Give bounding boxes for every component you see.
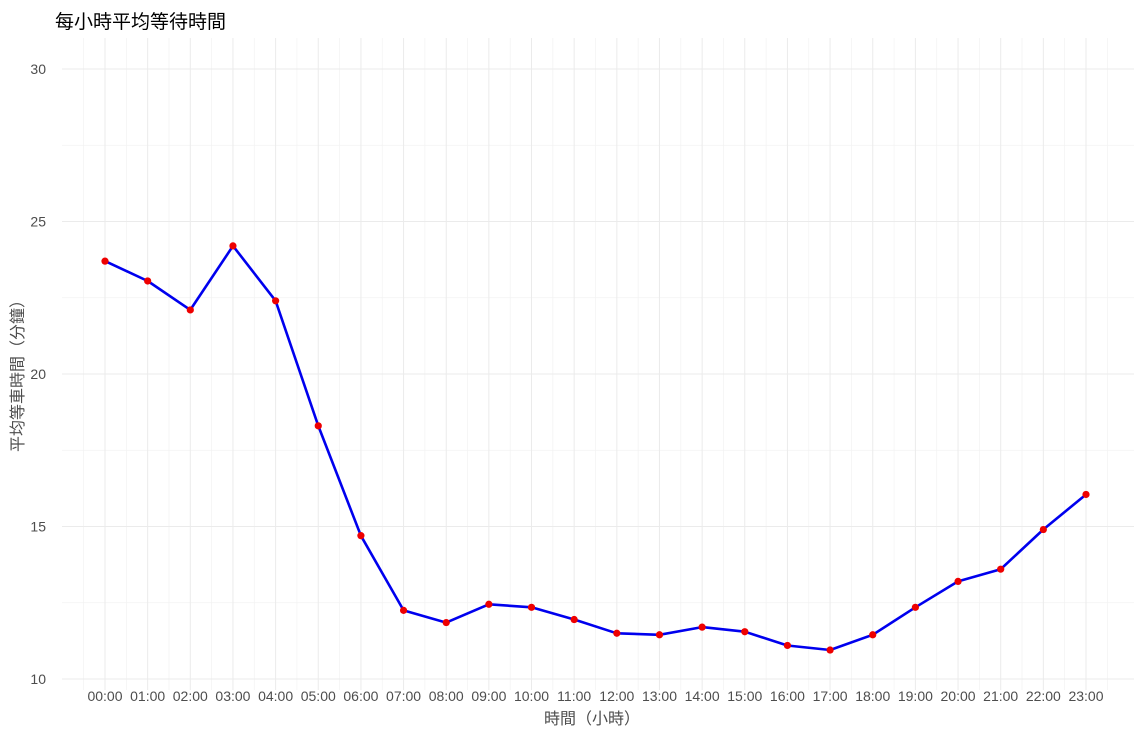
x-tick-label: 14:00	[685, 688, 720, 704]
x-tick-label: 15:00	[727, 688, 762, 704]
x-tick-label: 13:00	[642, 688, 677, 704]
x-tick-label: 03:00	[215, 688, 250, 704]
x-tick-label: 12:00	[599, 688, 634, 704]
data-point	[144, 277, 152, 285]
data-point	[229, 242, 237, 250]
x-tick-label: 04:00	[258, 688, 293, 704]
data-point	[741, 628, 749, 636]
data-point	[186, 306, 194, 314]
data-point	[570, 615, 578, 624]
x-tick-label: 20:00	[941, 688, 976, 704]
x-tick-label: 09:00	[471, 688, 506, 704]
data-point	[869, 631, 877, 639]
y-tick-label: 15	[30, 519, 46, 535]
data-point	[826, 646, 834, 654]
x-tick-label: 10:00	[514, 688, 549, 704]
y-axis-ticks: 10 15 20 25 30	[30, 61, 46, 687]
y-tick-label: 20	[30, 366, 46, 382]
x-tick-label: 11:00	[557, 688, 591, 704]
x-tick-label: 05:00	[301, 688, 336, 704]
data-point	[485, 600, 493, 608]
x-tick-label: 08:00	[429, 688, 464, 704]
data-point	[272, 297, 280, 305]
y-tick-label: 25	[30, 214, 46, 230]
x-tick-label: 17:00	[813, 688, 848, 704]
data-point	[911, 603, 919, 611]
x-tick-label: 19:00	[898, 688, 933, 704]
data-points	[101, 242, 1090, 654]
data-point	[698, 623, 706, 631]
x-tick-label: 18:00	[855, 688, 890, 704]
x-tick-label: 16:00	[770, 688, 805, 704]
y-axis-label: 平均等車時間（分鐘）	[8, 292, 27, 452]
data-point	[613, 629, 621, 637]
grid	[62, 38, 1134, 690]
data-point	[1039, 525, 1047, 534]
data-point	[442, 618, 450, 627]
y-tick-label: 30	[30, 61, 46, 77]
x-tick-label: 06:00	[343, 688, 378, 704]
chart-title: 每小時平均等待時間	[55, 11, 226, 33]
data-point	[527, 603, 536, 611]
y-tick-label: 10	[30, 671, 46, 687]
x-tick-label: 07:00	[386, 688, 421, 704]
data-point	[101, 257, 109, 265]
data-point	[997, 565, 1005, 573]
data-point	[655, 631, 664, 639]
x-tick-label: 23:00	[1068, 688, 1103, 704]
data-point	[783, 641, 792, 650]
data-point	[357, 532, 365, 540]
x-tick-label: 22:00	[1026, 688, 1061, 704]
x-tick-label: 01:00	[130, 688, 165, 704]
data-point	[399, 606, 408, 614]
data-point	[954, 577, 962, 586]
x-tick-label: 02:00	[173, 688, 208, 704]
x-tick-label: 00:00	[87, 688, 122, 704]
x-axis-label: 時間（小時）	[544, 709, 640, 728]
x-axis-ticks: 00:00 01:00 02:00 03:00 04:00 05:00 06:00 07:00…	[87, 688, 1103, 704]
series-line	[104, 244, 1087, 652]
x-tick-label: 21:00	[983, 688, 1018, 704]
data-point	[314, 422, 322, 430]
data-point	[1082, 490, 1090, 499]
